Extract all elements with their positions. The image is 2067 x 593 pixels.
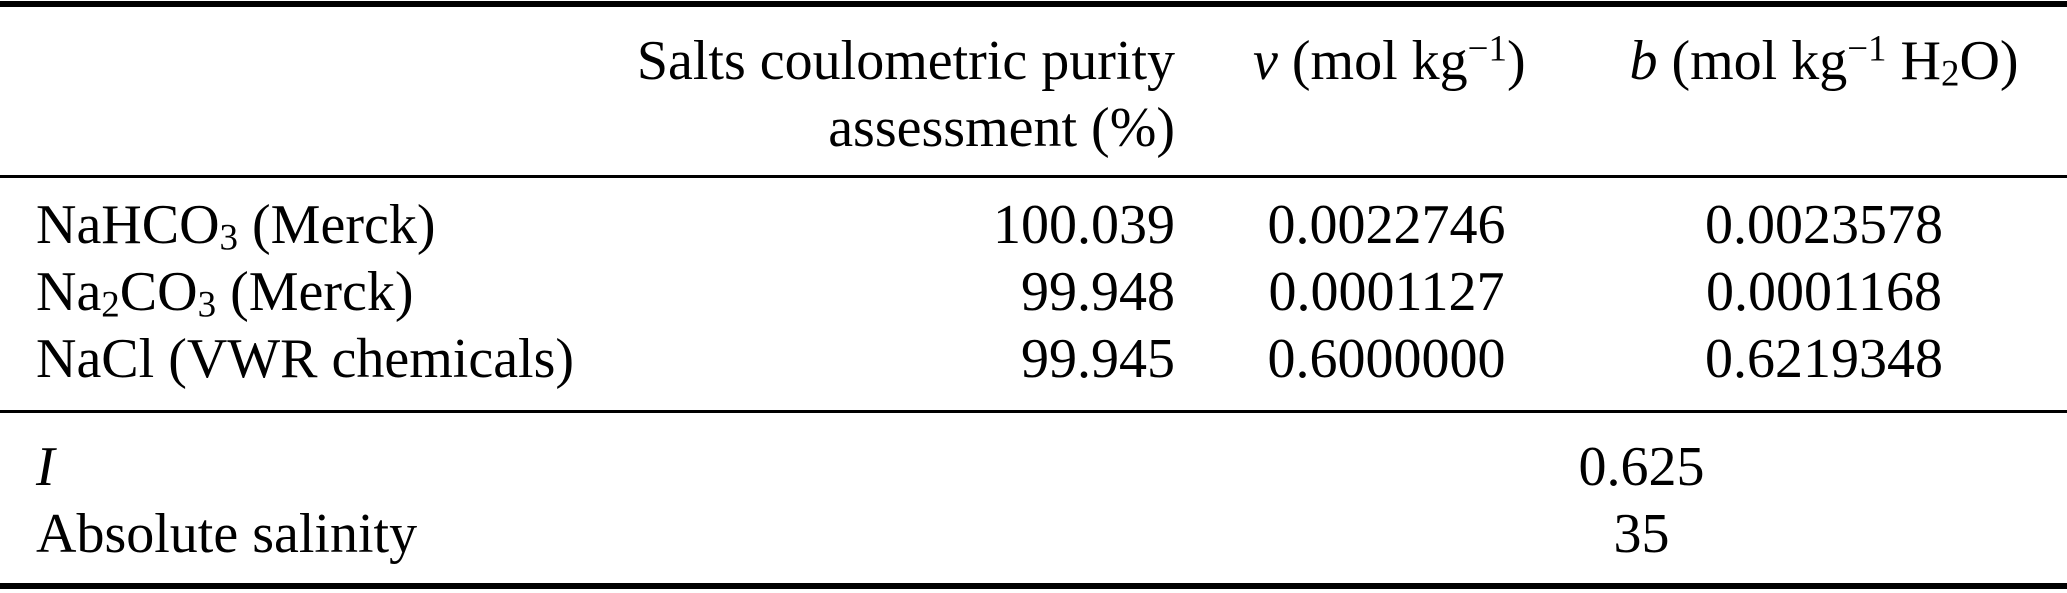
nu-value: 0.0022746 <box>1267 194 1506 256</box>
row-label-na2co3: Na2CO3 (Merck) <box>36 259 617 326</box>
header-purity-line2: assessment (%) <box>828 97 1175 159</box>
column-spacer <box>1175 28 1253 162</box>
b-value: 0.0001168 <box>1706 261 1942 323</box>
nu-value: 0.0001127 <box>1268 261 1505 323</box>
bottom-rule <box>0 583 2067 589</box>
purity-value: 99.945 <box>1021 328 1175 390</box>
column-spacer <box>1175 326 1253 393</box>
formula-text: NaCl (VWR chemicals) <box>36 328 575 390</box>
column-spacer <box>1520 326 1618 393</box>
header-rule <box>0 175 2067 178</box>
nu-unit-post: ) <box>1506 30 1526 92</box>
purity-value: 100.039 <box>993 194 1175 256</box>
absolute-salinity-text: Absolute salinity <box>36 503 418 565</box>
summary-value-absolute-salinity: 35 <box>1613 503 1670 565</box>
b-unit-post: O) <box>1959 30 2019 92</box>
formula-text: CO <box>119 261 198 323</box>
header-purity: Salts coulometric purity assessment (%) <box>617 28 1175 162</box>
column-spacer <box>1175 259 1253 326</box>
summary-label-absolute-salinity: Absolute salinity <box>36 501 1253 568</box>
b-value: 0.0023578 <box>1705 194 1943 256</box>
b-value: 0.6219348 <box>1705 328 1943 390</box>
formula-text: (Merck) <box>216 261 414 323</box>
summary-value-ionic-strength: 0.625 <box>1578 436 1705 498</box>
formula-text: NaHCO <box>36 194 220 256</box>
table-header-row: Salts coulometric purity assessment (%) … <box>0 7 2067 175</box>
table-body: NaHCO3 (Merck) 100.039 0.0022746 0.00235… <box>0 178 2067 410</box>
purity-value: 99.948 <box>1021 261 1175 323</box>
b-exponent: −1 <box>1847 27 1887 69</box>
formula-subscript: 3 <box>219 216 239 258</box>
formula-text: (Merck) <box>238 194 436 256</box>
formula-subscript: 3 <box>197 283 217 325</box>
b-symbol: b <box>1629 30 1658 92</box>
column-spacer <box>1520 259 1618 326</box>
formula-text: Na <box>36 261 102 323</box>
column-spacer <box>1520 28 1618 162</box>
column-spacer <box>1520 192 1618 259</box>
nu-unit-pre: (mol kg <box>1277 30 1468 92</box>
column-spacer <box>1175 192 1253 259</box>
ionic-strength-symbol: I <box>36 436 55 498</box>
header-b: b (mol kg−1 H2O) <box>1618 28 2030 162</box>
row-label-nahco3: NaHCO3 (Merck) <box>36 192 617 259</box>
summary-label-ionic-strength: I <box>36 434 1253 501</box>
formula-subscript: 2 <box>101 283 120 325</box>
row-label-nacl: NaCl (VWR chemicals) <box>36 326 617 393</box>
top-rule <box>0 1 2067 7</box>
header-purity-line1: Salts coulometric purity <box>636 30 1175 92</box>
b-unit-pre: (mol kg <box>1657 30 1848 92</box>
header-empty-cell <box>36 28 617 162</box>
nu-value: 0.6000000 <box>1267 328 1506 390</box>
b-unit-mid: H <box>1886 30 1941 92</box>
b-water-subscript: 2 <box>1940 52 1960 94</box>
nu-exponent: −1 <box>1467 27 1507 69</box>
table-summary: I 0.625 Absolute salinity 35 <box>0 413 2067 583</box>
nu-symbol: ν <box>1253 30 1278 92</box>
section-rule <box>0 410 2067 413</box>
header-nu: ν (mol kg−1) <box>1253 27 1526 162</box>
